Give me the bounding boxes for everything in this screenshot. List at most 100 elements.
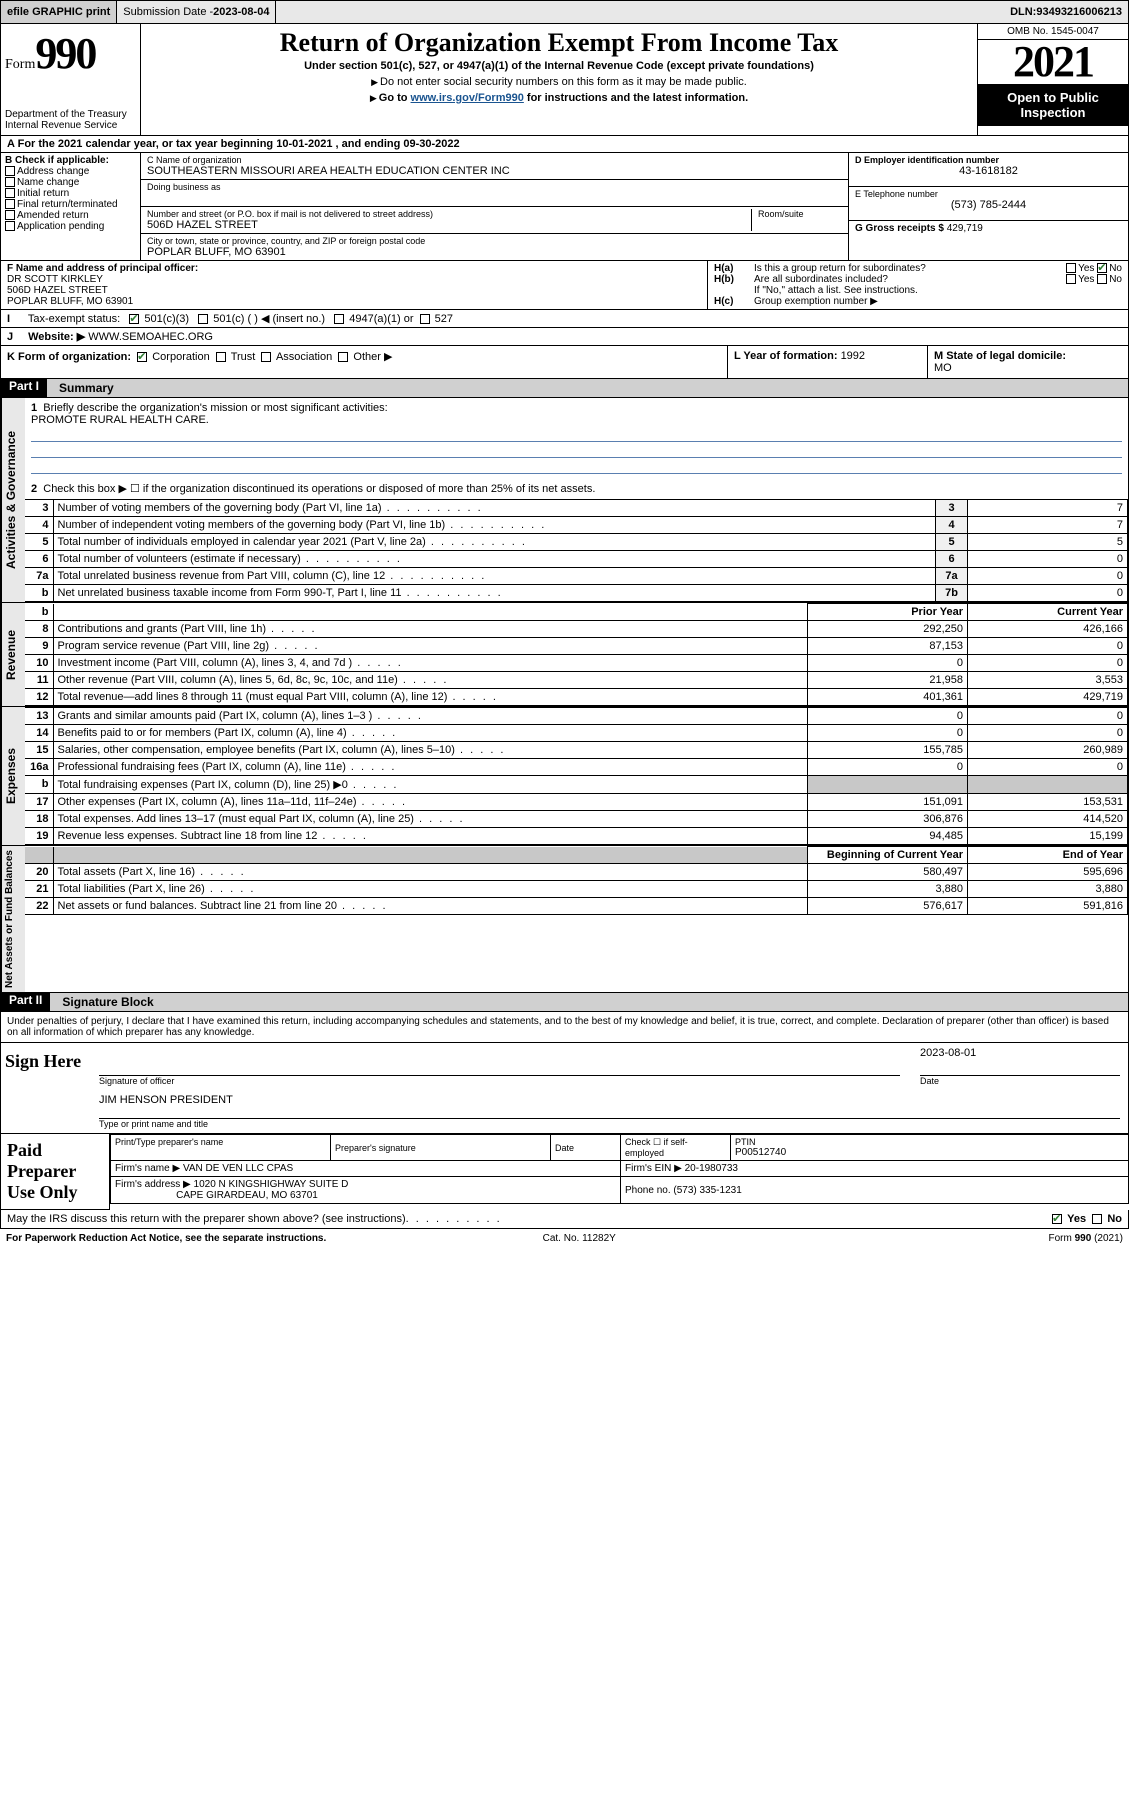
- website: WWW.SEMOAHEC.ORG: [88, 331, 213, 343]
- hdr-end: End of Year: [968, 847, 1128, 864]
- city: POPLAR BLUFF, MO 63901: [147, 246, 842, 258]
- chk-address-change[interactable]: Address change: [5, 166, 136, 177]
- gov-row: 3Number of voting members of the governi…: [25, 500, 1128, 517]
- section-netassets: Net Assets or Fund Balances Beginning of…: [0, 846, 1129, 993]
- hb-no[interactable]: [1097, 274, 1107, 284]
- po-addr1: 506D HAZEL STREET: [7, 285, 108, 296]
- open-inspection: Open to Public Inspection: [978, 84, 1128, 126]
- form-note-2: Go to www.irs.gov/Form990 for instructio…: [147, 92, 971, 104]
- expenses-table: 13Grants and similar amounts paid (Part …: [25, 707, 1128, 845]
- footer-left: For Paperwork Reduction Act Notice, see …: [6, 1233, 326, 1244]
- ha-yes[interactable]: [1066, 263, 1076, 273]
- discuss-yes[interactable]: [1052, 1214, 1062, 1224]
- table-row: 8Contributions and grants (Part VIII, li…: [25, 621, 1128, 638]
- row-a-tax-year: A For the 2021 calendar year, or tax yea…: [0, 136, 1129, 153]
- po-name: DR SCOTT KIRKLEY: [7, 274, 103, 285]
- table-row: bTotal fundraising expenses (Part IX, co…: [25, 776, 1128, 794]
- chk-amended-return[interactable]: Amended return: [5, 210, 136, 221]
- chk-assoc[interactable]: [261, 352, 271, 362]
- chk-application-pending[interactable]: Application pending: [5, 221, 136, 232]
- firm-name: VAN DE VEN LLC CPAS: [183, 1163, 293, 1174]
- form-subtitle: Under section 501(c), 527, or 4947(a)(1)…: [147, 60, 971, 72]
- hdr-prior: Prior Year: [808, 604, 968, 621]
- table-row: 14Benefits paid to or for members (Part …: [25, 725, 1128, 742]
- table-row: 9Program service revenue (Part VIII, lin…: [25, 638, 1128, 655]
- tab-revenue: Revenue: [1, 603, 25, 706]
- footer-right: Form 990 (2021): [1049, 1233, 1123, 1244]
- net-header-row: Beginning of Current Year End of Year: [25, 847, 1128, 864]
- chk-501c[interactable]: [198, 314, 208, 324]
- ha-no[interactable]: [1097, 263, 1107, 273]
- table-row: 15Salaries, other compensation, employee…: [25, 742, 1128, 759]
- row-klm: K Form of organization: Corporation Trus…: [0, 346, 1129, 379]
- chk-other[interactable]: [338, 352, 348, 362]
- discuss-row: May the IRS discuss this return with the…: [0, 1210, 1129, 1229]
- street-cell: Number and street (or P.O. box if mail i…: [141, 207, 848, 234]
- table-row: 17Other expenses (Part IX, column (A), l…: [25, 794, 1128, 811]
- section-revenue: Revenue b Prior Year Current Year 8Contr…: [0, 603, 1129, 707]
- page-footer: For Paperwork Reduction Act Notice, see …: [0, 1229, 1129, 1248]
- table-row: 10Investment income (Part VIII, column (…: [25, 655, 1128, 672]
- chk-trust[interactable]: [216, 352, 226, 362]
- q2: Check this box ▶ ☐ if the organization d…: [43, 483, 595, 495]
- form-no: 990: [35, 29, 95, 78]
- hb-yes[interactable]: [1066, 274, 1076, 284]
- chk-corp[interactable]: [137, 352, 147, 362]
- part-i-title: Summary: [59, 381, 114, 395]
- efile-print-button[interactable]: efile GRAPHIC print: [1, 1, 117, 23]
- prep-row-2: Firm's name ▶ VAN DE VEN LLC CPAS Firm's…: [111, 1161, 1129, 1177]
- table-row: 11Other revenue (Part VIII, column (A), …: [25, 672, 1128, 689]
- part-i-label: Part I: [1, 379, 47, 397]
- governance-table: 3Number of voting members of the governi…: [25, 499, 1128, 602]
- po-label: F Name and address of principal officer:: [7, 263, 198, 274]
- part-i-header: Part I Summary: [0, 379, 1129, 398]
- submission-date-label: Submission Date -: [123, 6, 213, 18]
- chk-initial-return[interactable]: Initial return: [5, 188, 136, 199]
- row-i: I Tax-exempt status: 501(c)(3) 501(c) ( …: [0, 310, 1129, 328]
- chk-final-return[interactable]: Final return/terminated: [5, 199, 136, 210]
- section-expenses: Expenses 13Grants and similar amounts pa…: [0, 707, 1129, 846]
- ptin: P00512740: [735, 1147, 1124, 1158]
- room-label: Room/suite: [758, 209, 842, 219]
- dept-treasury: Department of the Treasury Internal Reve…: [5, 109, 136, 131]
- ein-label: D Employer identification number: [855, 155, 999, 165]
- mission-block: 1 Briefly describe the organization's mi…: [25, 398, 1128, 499]
- principal-officer: F Name and address of principal officer:…: [1, 261, 708, 309]
- preparer-table: Print/Type preparer's name Preparer's si…: [110, 1134, 1129, 1204]
- form-of-org: K Form of organization: Corporation Trus…: [1, 346, 728, 378]
- hb-line: H(b)Are all subordinates included?Yes No: [714, 274, 1122, 285]
- city-cell: City or town, state or province, country…: [141, 234, 848, 260]
- footer-mid: Cat. No. 11282Y: [543, 1233, 616, 1244]
- ty-begin: 10-01-2021: [276, 138, 332, 150]
- paid-preparer-block: Paid Preparer Use Only Print/Type prepar…: [0, 1134, 1129, 1210]
- dba-label: Doing business as: [147, 182, 842, 192]
- top-bar: efile GRAPHIC print Submission Date - 20…: [0, 0, 1129, 24]
- form-header: Form990 Department of the Treasury Inter…: [0, 24, 1129, 136]
- gov-row: bNet unrelated business taxable income f…: [25, 585, 1128, 602]
- firm-ein: 20-1980733: [685, 1163, 738, 1174]
- street: 506D HAZEL STREET: [147, 219, 745, 231]
- firm-phone: (573) 335-1231: [673, 1185, 741, 1196]
- dln: DLN: 93493216006213: [1004, 1, 1128, 23]
- chk-501c3[interactable]: [129, 314, 139, 324]
- chk-4947[interactable]: [334, 314, 344, 324]
- gross-receipts: 429,719: [947, 223, 983, 234]
- ein: 43-1618182: [855, 165, 1122, 177]
- chk-name-change[interactable]: Name change: [5, 177, 136, 188]
- revenue-table: b Prior Year Current Year 8Contributions…: [25, 603, 1128, 706]
- h-block: H(a)Is this a group return for subordina…: [708, 261, 1128, 309]
- phone: (573) 785-2444: [855, 199, 1122, 211]
- tab-governance: Activities & Governance: [1, 398, 25, 602]
- ty-end: 09-30-2022: [403, 138, 459, 150]
- form-title: Return of Organization Exempt From Incom…: [147, 28, 971, 58]
- discuss-no[interactable]: [1092, 1214, 1102, 1224]
- hdr-begin: Beginning of Current Year: [808, 847, 968, 864]
- section-governance: Activities & Governance 1 Briefly descri…: [0, 398, 1129, 603]
- identity-block: B Check if applicable: Address change Na…: [0, 153, 1129, 261]
- irs-link[interactable]: www.irs.gov/Form990: [411, 92, 524, 104]
- chk-527[interactable]: [420, 314, 430, 324]
- form-note-1: Do not enter social security numbers on …: [147, 76, 971, 88]
- perjury-text: Under penalties of perjury, I declare th…: [0, 1012, 1129, 1043]
- mission-text: PROMOTE RURAL HEALTH CARE.: [31, 414, 209, 426]
- paid-preparer-label: Paid Preparer Use Only: [0, 1134, 110, 1210]
